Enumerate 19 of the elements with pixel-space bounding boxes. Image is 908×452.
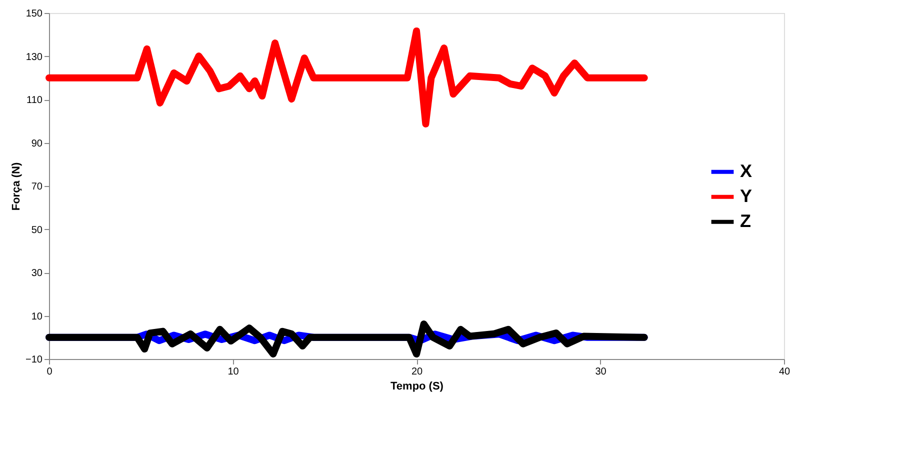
legend-label: Y xyxy=(740,186,752,206)
x-tick-label: 0 xyxy=(46,366,53,378)
y-tick-label: −10 xyxy=(26,354,43,366)
x-tick-label: 40 xyxy=(778,366,790,378)
x-axis-title: Tempo (S) xyxy=(390,380,444,392)
y-axis-title: Força (N) xyxy=(10,162,23,211)
y-tick-label: 110 xyxy=(26,95,43,106)
y-tick-label: 90 xyxy=(31,138,43,150)
x-tick-label: 20 xyxy=(411,366,423,378)
legend-label: Z xyxy=(740,210,751,231)
y-tick-label: 130 xyxy=(26,52,43,63)
y-tick-label: 150 xyxy=(26,8,43,20)
x-tick-label: 10 xyxy=(228,366,240,378)
y-tick-label: 10 xyxy=(31,311,43,322)
x-tick-label: 30 xyxy=(595,366,607,378)
y-tick-label: 30 xyxy=(31,268,43,279)
y-tick-label: 70 xyxy=(31,182,43,192)
y-tick-label: 50 xyxy=(31,224,43,236)
legend-label: X xyxy=(740,160,752,181)
